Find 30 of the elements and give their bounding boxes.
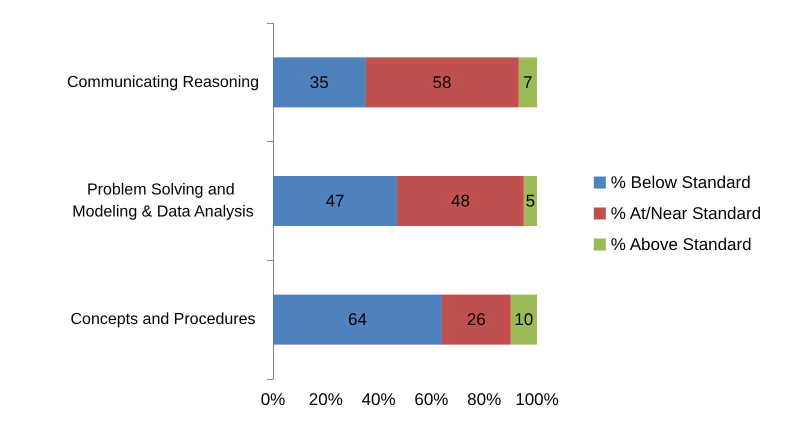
bar xyxy=(273,57,366,108)
x-tick-label: 100% xyxy=(515,390,559,409)
x-tick-label: 0% xyxy=(260,390,286,409)
x-tick-label: 60% xyxy=(414,390,448,409)
legend-label: % At/Near Standard xyxy=(610,204,762,223)
data-label: 5 xyxy=(526,192,536,210)
bar xyxy=(518,57,537,108)
legend-label: % Below Standard xyxy=(610,173,751,192)
bar xyxy=(510,294,537,345)
data-label: 58 xyxy=(432,72,452,92)
data-label: 35 xyxy=(310,72,329,92)
bar xyxy=(273,176,398,226)
data-label: 7 xyxy=(523,72,532,92)
y-tick-label: Concepts and Procedures xyxy=(70,311,256,328)
y-tick-label: Problem Solving and Modeling & Data Analysis xyxy=(72,182,254,220)
bar xyxy=(442,294,511,345)
y-tick-label: Communicating Reasoning xyxy=(66,74,260,91)
bar xyxy=(365,57,519,108)
data-label: 47 xyxy=(326,192,344,210)
legend-label: % Above Standard xyxy=(610,235,752,254)
data-label: 48 xyxy=(450,192,470,210)
data-label: 64 xyxy=(348,310,367,330)
bar xyxy=(273,294,442,345)
bar xyxy=(397,176,524,226)
data-label: 26 xyxy=(466,310,486,330)
data-label: 10 xyxy=(514,310,534,330)
x-tick-label: 40% xyxy=(362,390,396,409)
x-tick-label: 80% xyxy=(467,390,502,409)
bar xyxy=(524,176,537,226)
x-tick-label: 20% xyxy=(308,390,343,409)
